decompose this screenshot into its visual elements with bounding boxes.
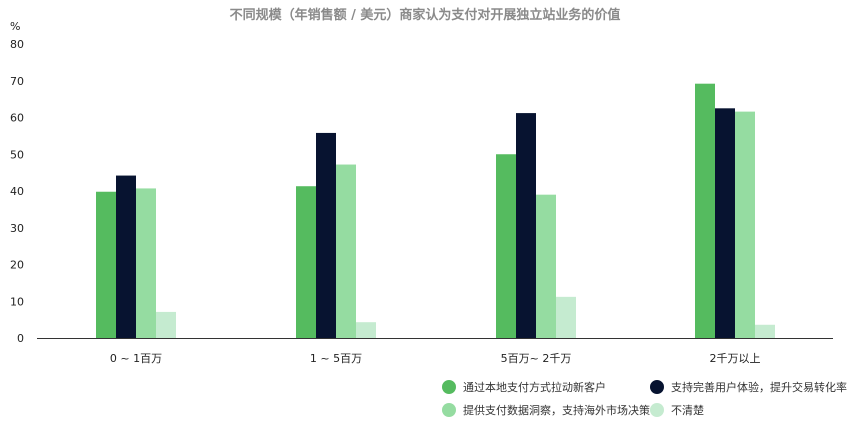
bar [316, 132, 336, 338]
y-tick-label: 10 [10, 295, 24, 308]
y-tick-label: 30 [10, 222, 24, 235]
legend-label: 支持完善用户体验，提升交易转化率 [671, 380, 847, 394]
legend-marker [442, 403, 456, 417]
bar [356, 322, 376, 338]
bar [336, 164, 356, 338]
bar [536, 194, 556, 338]
legend: 通过本地支付方式拉动新客户 支持完善用户体验，提升交易转化率提供支付数据洞察，支持… [442, 380, 847, 417]
y-tick-label: 40 [10, 185, 24, 198]
bar [695, 83, 715, 338]
bar [755, 324, 775, 338]
bar [556, 296, 576, 338]
bar [116, 175, 136, 338]
y-tick-label: 80 [10, 38, 24, 51]
x-axis: 0 ~ 1百万 1 ~ 5百万 5百万~ 2千万 2千万以上 [37, 338, 833, 365]
x-tick-label: 1 ~ 5百万 [310, 352, 362, 365]
y-tick-label: 20 [10, 259, 24, 272]
y-tick-label: 50 [10, 148, 24, 161]
x-tick-label: 2千万以上 [710, 352, 761, 365]
bar [156, 311, 176, 338]
bar [96, 191, 116, 338]
y-axis: 0 10 20 30 40 50 60 70 80 [10, 38, 24, 345]
legend-label: 不清楚 [671, 403, 704, 417]
legend-label: 通过本地支付方式拉动新客户 [463, 380, 606, 394]
bar [136, 188, 156, 338]
legend-marker [650, 403, 664, 417]
legend-label: 提供支付数据洞察，支持海外市场决策 [463, 403, 650, 417]
x-tick-label: 5百万~ 2千万 [501, 352, 572, 365]
y-tick-label: 70 [10, 75, 24, 88]
legend-marker [650, 380, 664, 394]
bar [715, 108, 735, 338]
chart-title: 不同规模（年销售额 / 美元）商家认为支付对开展独立站业务的价值 [230, 7, 621, 23]
bars-group [96, 83, 775, 339]
y-axis-unit: % [10, 20, 20, 33]
bar [516, 113, 536, 338]
x-tick-label: 0 ~ 1百万 [110, 352, 162, 365]
y-tick-label: 0 [17, 332, 24, 345]
bar [735, 111, 755, 339]
legend-marker [442, 380, 456, 394]
bar [296, 186, 316, 338]
y-tick-label: 60 [10, 112, 24, 125]
bar [496, 154, 516, 338]
